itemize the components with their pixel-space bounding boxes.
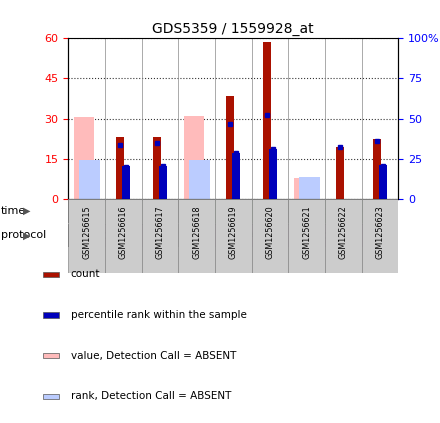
Text: protocol: protocol xyxy=(1,231,46,240)
Bar xyxy=(68,199,105,273)
Bar xyxy=(153,137,161,199)
Bar xyxy=(43,353,59,358)
Text: day 10: day 10 xyxy=(323,205,363,218)
Bar xyxy=(43,394,59,399)
Bar xyxy=(325,199,362,273)
Bar xyxy=(43,272,59,277)
Bar xyxy=(116,137,125,199)
Text: GSM1256617: GSM1256617 xyxy=(155,205,165,259)
Text: percentile rank within the sample: percentile rank within the sample xyxy=(71,310,247,320)
Text: control: control xyxy=(103,229,144,242)
Text: GSM1256618: GSM1256618 xyxy=(192,205,201,258)
Bar xyxy=(142,199,178,273)
Bar xyxy=(178,224,398,247)
Bar xyxy=(183,116,204,199)
Text: GSM1256622: GSM1256622 xyxy=(339,205,348,259)
Text: ▶: ▶ xyxy=(23,231,30,240)
Bar xyxy=(68,200,178,223)
Bar xyxy=(43,312,59,318)
Text: count: count xyxy=(71,269,100,279)
Bar xyxy=(159,166,167,199)
Text: GSM1256619: GSM1256619 xyxy=(229,205,238,259)
Bar xyxy=(362,199,398,273)
Text: GSM1256623: GSM1256623 xyxy=(375,205,385,259)
Bar xyxy=(263,42,271,199)
Text: time: time xyxy=(1,206,26,216)
Text: GSM1256620: GSM1256620 xyxy=(265,205,275,259)
Bar xyxy=(299,177,319,199)
Bar xyxy=(189,160,209,199)
Text: day 0: day 0 xyxy=(107,205,139,218)
Title: GDS5359 / 1559928_at: GDS5359 / 1559928_at xyxy=(152,22,314,36)
Bar xyxy=(68,224,178,247)
Bar xyxy=(293,178,314,199)
Bar xyxy=(73,117,94,199)
Bar xyxy=(288,200,398,223)
Bar xyxy=(288,199,325,273)
Text: ▶: ▶ xyxy=(23,206,30,216)
Text: GSM1256615: GSM1256615 xyxy=(82,205,91,259)
Text: value, Detection Call = ABSENT: value, Detection Call = ABSENT xyxy=(71,351,236,361)
Bar xyxy=(105,199,142,273)
Bar xyxy=(269,149,277,199)
Bar xyxy=(178,199,215,273)
Bar xyxy=(252,199,288,273)
Bar xyxy=(122,166,130,199)
Bar xyxy=(79,160,99,199)
Bar xyxy=(178,200,288,223)
Text: CHAF1A knockdown: CHAF1A knockdown xyxy=(230,229,347,242)
Bar xyxy=(379,165,387,199)
Bar xyxy=(336,147,344,199)
Text: GSM1256616: GSM1256616 xyxy=(119,205,128,258)
Text: day 5: day 5 xyxy=(217,205,249,218)
Bar xyxy=(232,153,240,199)
Bar xyxy=(226,96,234,199)
Bar xyxy=(373,139,381,199)
Text: GSM1256621: GSM1256621 xyxy=(302,205,311,259)
Text: rank, Detection Call = ABSENT: rank, Detection Call = ABSENT xyxy=(71,391,231,401)
Bar xyxy=(215,199,252,273)
